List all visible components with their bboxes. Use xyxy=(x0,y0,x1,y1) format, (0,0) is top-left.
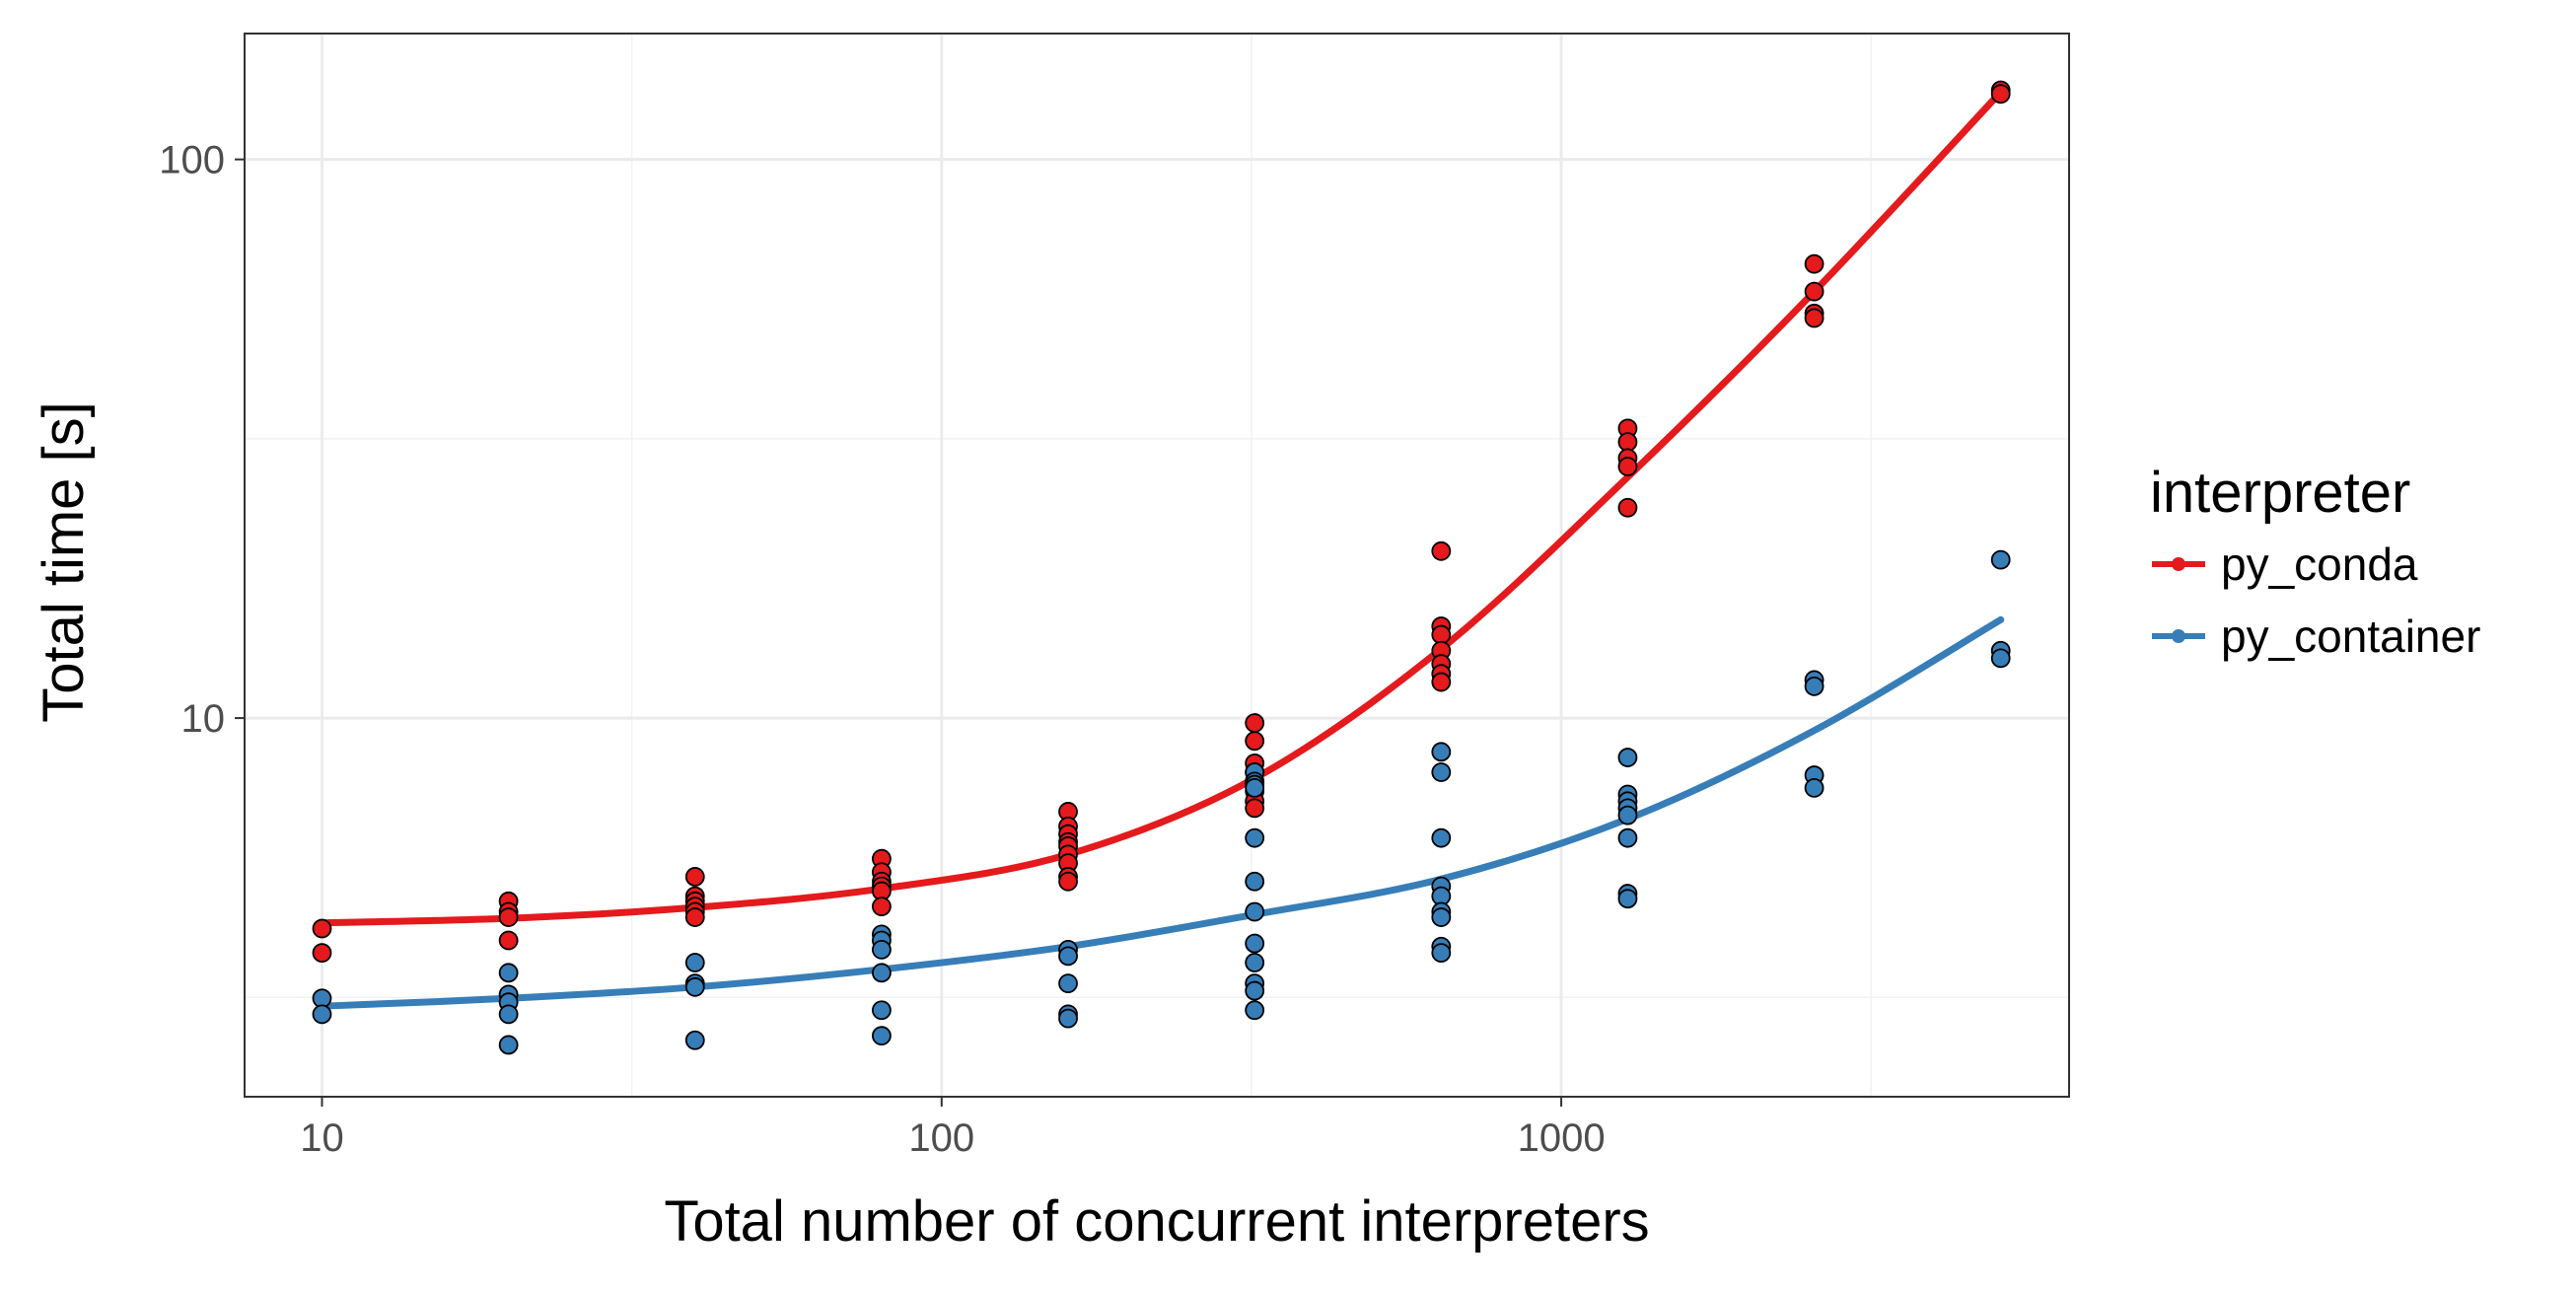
data-point-py-container xyxy=(498,1035,519,1055)
data-point-py-conda xyxy=(872,897,892,917)
data-point-py-container xyxy=(498,963,519,983)
y-tick-label: 10 xyxy=(181,697,226,741)
data-point-py-container xyxy=(1431,943,1452,964)
data-point-py-container xyxy=(684,1030,705,1050)
data-point-py-container xyxy=(684,953,705,972)
x-axis-title: Total number of concurrent interpreters xyxy=(664,1189,1649,1254)
data-point-py-container xyxy=(1245,827,1265,848)
data-point-py-container xyxy=(1245,901,1265,922)
data-point-py-container xyxy=(1245,777,1265,798)
legend-item-py-conda: py_conda xyxy=(2152,539,2418,590)
data-point-py-conda xyxy=(684,867,705,887)
data-point-py-container xyxy=(872,939,892,960)
data-points xyxy=(312,80,2011,1055)
data-point-py-conda xyxy=(1617,457,1638,476)
plot-panel-border xyxy=(244,33,2070,1098)
data-point-py-container xyxy=(1245,953,1265,972)
fit-line-py-container xyxy=(318,615,2005,1010)
data-point-py-conda xyxy=(1804,281,1825,302)
data-point-py-container xyxy=(1245,1000,1265,1021)
data-point-py-container xyxy=(498,1004,519,1025)
data-point-py-container xyxy=(872,1000,892,1021)
legend-label-py-container: py_container xyxy=(2221,611,2480,662)
data-point-py-container xyxy=(1058,1008,1078,1029)
x-tick-label: 100 xyxy=(908,1116,974,1160)
legend-key-point-py-container xyxy=(2172,629,2185,643)
data-point-py-conda xyxy=(1617,432,1638,453)
data-point-py-conda xyxy=(1431,672,1452,692)
data-point-py-container xyxy=(312,1004,332,1025)
data-point-py-container xyxy=(1804,676,1825,696)
data-point-py-conda xyxy=(498,907,519,927)
data-point-py-container xyxy=(1617,827,1638,848)
y-tick-label: 100 xyxy=(159,139,225,182)
data-point-py-container xyxy=(1617,748,1638,767)
data-point-py-container xyxy=(1431,762,1452,782)
data-point-py-container xyxy=(1431,907,1452,927)
y-axis-title: Total time [s] xyxy=(32,401,96,723)
data-point-py-container xyxy=(1990,549,2011,570)
data-point-py-container xyxy=(1245,871,1265,892)
legend-item-py-container: py_container xyxy=(2152,611,2480,662)
data-point-py-conda xyxy=(1245,731,1265,752)
data-point-py-container xyxy=(1990,648,2011,669)
data-point-py-conda xyxy=(1804,253,1825,274)
data-point-py-conda xyxy=(1431,540,1452,561)
data-point-py-conda xyxy=(498,930,519,951)
data-point-py-container xyxy=(1617,805,1638,826)
data-point-py-conda xyxy=(1245,713,1265,733)
data-point-py-conda xyxy=(1058,871,1078,892)
data-point-py-container xyxy=(872,963,892,983)
fit-line-py-conda xyxy=(318,88,2005,927)
data-point-py-container xyxy=(1431,827,1452,848)
data-point-py-conda xyxy=(1990,84,2011,105)
data-point-py-container xyxy=(1245,933,1265,954)
fit-lines xyxy=(318,88,2005,1010)
data-point-py-container xyxy=(1431,742,1452,762)
data-point-py-conda xyxy=(1245,798,1265,819)
data-point-py-conda xyxy=(312,918,332,939)
legend-label-py-conda: py_conda xyxy=(2221,539,2418,590)
data-point-py-container xyxy=(872,1026,892,1046)
legend-title: interpreter xyxy=(2150,461,2410,525)
data-point-py-conda xyxy=(312,943,332,964)
data-point-py-container xyxy=(1804,777,1825,798)
legend: interpreter py_conda py_container xyxy=(2150,461,2480,662)
data-point-py-container xyxy=(1617,889,1638,909)
data-point-py-conda xyxy=(1804,308,1825,328)
axis-ticks: 10 100 1000 10 100 xyxy=(159,139,1605,1160)
x-tick-label: 10 xyxy=(300,1116,344,1160)
data-point-py-conda xyxy=(1617,497,1638,518)
data-point-py-container xyxy=(1058,946,1078,967)
data-point-py-container xyxy=(1058,973,1078,994)
data-point-py-container xyxy=(1245,980,1265,1001)
data-point-py-container xyxy=(684,976,705,997)
data-point-py-conda xyxy=(1431,624,1452,645)
x-tick-label: 1000 xyxy=(1518,1116,1606,1160)
data-point-py-conda xyxy=(684,907,705,927)
legend-key-point-py-conda xyxy=(2172,557,2185,571)
